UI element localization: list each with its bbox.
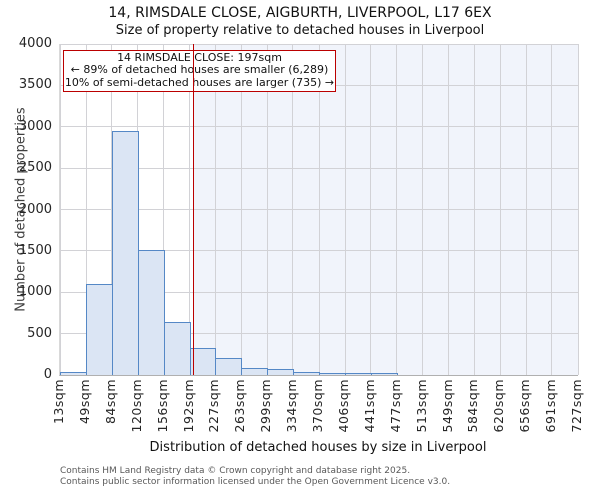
grid-line-horizontal	[60, 333, 578, 335]
histogram-bar	[267, 369, 294, 375]
histogram-bar	[111, 130, 139, 375]
y-tick-label: 500	[27, 325, 52, 341]
x-tick-label: 84sqm	[102, 379, 118, 425]
histogram-bar	[345, 372, 372, 375]
x-tick-label: 441sqm	[361, 379, 377, 433]
x-tick-label: 263sqm	[232, 379, 248, 433]
x-tick-label: 13sqm	[51, 379, 66, 425]
grid-line-horizontal	[60, 291, 578, 293]
histogram-bar	[319, 372, 347, 375]
annotation-property-size: 14 RIMSDALE CLOSE: 197sqm	[117, 51, 282, 64]
x-tick-label: 334sqm	[283, 379, 299, 433]
histogram-bar	[60, 371, 88, 375]
grid-line-horizontal	[60, 250, 578, 252]
x-tick-label: 584sqm	[465, 379, 481, 433]
grid-line-vertical	[577, 44, 579, 375]
grid-line-horizontal	[60, 126, 578, 128]
x-tick-label: 477sqm	[387, 379, 403, 433]
histogram-bar	[241, 367, 269, 375]
x-tick-label: 227sqm	[206, 379, 222, 433]
histogram-bar	[215, 358, 243, 375]
x-tick-label: 691sqm	[542, 379, 558, 433]
y-tick-label: 3000	[18, 118, 52, 134]
annotation-box: 14 RIMSDALE CLOSE: 197sqm ← 89% of detac…	[63, 50, 336, 92]
x-tick-label: 370sqm	[310, 379, 325, 433]
histogram-bar	[86, 283, 113, 375]
grid-line-horizontal	[60, 167, 578, 169]
x-tick-label: 156sqm	[154, 379, 170, 433]
y-tick-label: 3500	[18, 77, 52, 93]
x-tick-label: 727sqm	[569, 379, 584, 433]
y-tick-label: 0	[43, 367, 52, 382]
y-tick-label: 2000	[18, 201, 52, 217]
grid-line-horizontal	[60, 209, 578, 210]
annotation-smaller-stat: ← 89% of detached houses are smaller (6,…	[70, 63, 329, 77]
y-tick-label: 1500	[18, 242, 52, 258]
chart-subtitle: Size of property relative to detached ho…	[115, 23, 485, 38]
footer-attribution: Contains HM Land Registry data © Crown c…	[60, 466, 450, 488]
x-tick-label: 656sqm	[517, 379, 533, 433]
x-tick-label: 120sqm	[128, 379, 144, 433]
histogram-bar	[163, 322, 191, 375]
x-tick-label: 299sqm	[258, 379, 274, 433]
footer-line-2: Contains public sector information licen…	[60, 476, 451, 487]
histogram-bar	[370, 373, 398, 375]
y-tick-label: 4000	[18, 36, 52, 51]
plot-area	[59, 43, 579, 376]
grid-line-horizontal	[60, 43, 578, 45]
x-tick-label: 192sqm	[180, 379, 196, 433]
histogram-bar	[189, 347, 217, 375]
histogram-bar	[292, 372, 320, 375]
chart-title: 14, RIMSDALE CLOSE, AIGBURTH, LIVERPOOL,…	[108, 5, 492, 21]
x-tick-label: 620sqm	[491, 379, 507, 433]
property-size-marker-line	[192, 44, 195, 375]
y-tick-label: 2500	[18, 160, 52, 176]
x-tick-label: 406sqm	[336, 379, 352, 433]
histogram-bar	[137, 250, 165, 375]
y-tick-label: 1000	[18, 284, 52, 300]
x-axis-title: Distribution of detached houses by size …	[149, 440, 487, 455]
x-tick-label: 513sqm	[413, 379, 429, 433]
annotation-larger-stat: 10% of semi-detached houses are larger (…	[64, 75, 335, 89]
footer-line-1: Contains HM Land Registry data © Crown c…	[60, 466, 411, 476]
x-tick-label: 549sqm	[439, 379, 455, 433]
x-tick-label: 49sqm	[77, 379, 93, 425]
